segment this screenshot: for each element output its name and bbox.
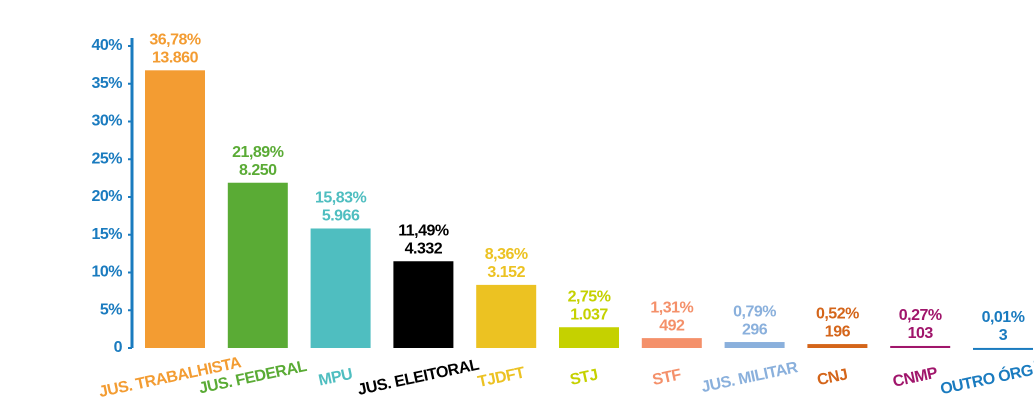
- value-label: 0,01%: [982, 309, 1025, 326]
- bar: [393, 261, 454, 348]
- bar: [227, 182, 288, 348]
- value-label: 8,36%: [485, 246, 528, 263]
- bar: [973, 347, 1033, 350]
- x-tick-label: STF: [651, 366, 683, 389]
- y-tick-label: 5%: [100, 301, 122, 318]
- value-label: 0,27%: [899, 307, 942, 324]
- count-label: 4.332: [405, 240, 443, 257]
- y-tick-label: 0: [114, 339, 123, 356]
- value-label: 11,49%: [398, 222, 449, 239]
- count-label: 3.152: [487, 264, 525, 281]
- count-label: 196: [825, 323, 851, 340]
- value-label: 21,89%: [232, 144, 284, 161]
- count-label: 296: [742, 321, 768, 338]
- value-label: 1,31%: [650, 299, 693, 316]
- count-label: 5.966: [322, 208, 360, 225]
- bar: [559, 327, 619, 348]
- value-label: 0,52%: [816, 305, 859, 322]
- value-label: 15,83%: [315, 190, 367, 207]
- bar: [476, 284, 537, 348]
- x-tick-label: STJ: [569, 367, 600, 389]
- count-label: 1.037: [570, 306, 608, 323]
- bar: [807, 344, 868, 348]
- bar: [310, 228, 371, 348]
- y-tick-label: 40%: [91, 37, 122, 54]
- value-label: 0,79%: [733, 303, 776, 320]
- y-tick-label: 10%: [91, 264, 122, 281]
- x-tick-label: JUS. ELEITORAL: [356, 356, 481, 398]
- y-tick-label: 15%: [91, 226, 122, 243]
- count-label: 3: [999, 327, 1008, 344]
- x-tick-label: CNJ: [816, 366, 849, 389]
- value-label: 2,75%: [568, 288, 611, 305]
- x-tick-label: OUTRO ÓRGÃO: [938, 354, 1034, 398]
- count-label: 103: [908, 325, 934, 342]
- x-tick-label: CNMP: [891, 365, 939, 391]
- count-label: 13.860: [152, 50, 199, 67]
- y-tick-label: 20%: [91, 188, 122, 205]
- y-tick-label: 30%: [91, 113, 122, 130]
- count-label: 492: [659, 317, 685, 334]
- x-tick-label: MPU: [317, 366, 354, 390]
- bar: [145, 70, 205, 348]
- x-tick-label: JUS. MILITAR: [700, 359, 800, 396]
- bar: [641, 338, 702, 348]
- x-tick-label: TJDFT: [476, 364, 526, 391]
- y-tick-label: 25%: [91, 150, 122, 167]
- count-label: 8.250: [239, 162, 277, 179]
- bar: [890, 345, 951, 348]
- bar: [724, 342, 785, 348]
- y-tick-label: 35%: [91, 75, 122, 92]
- value-label: 36,78%: [149, 32, 201, 49]
